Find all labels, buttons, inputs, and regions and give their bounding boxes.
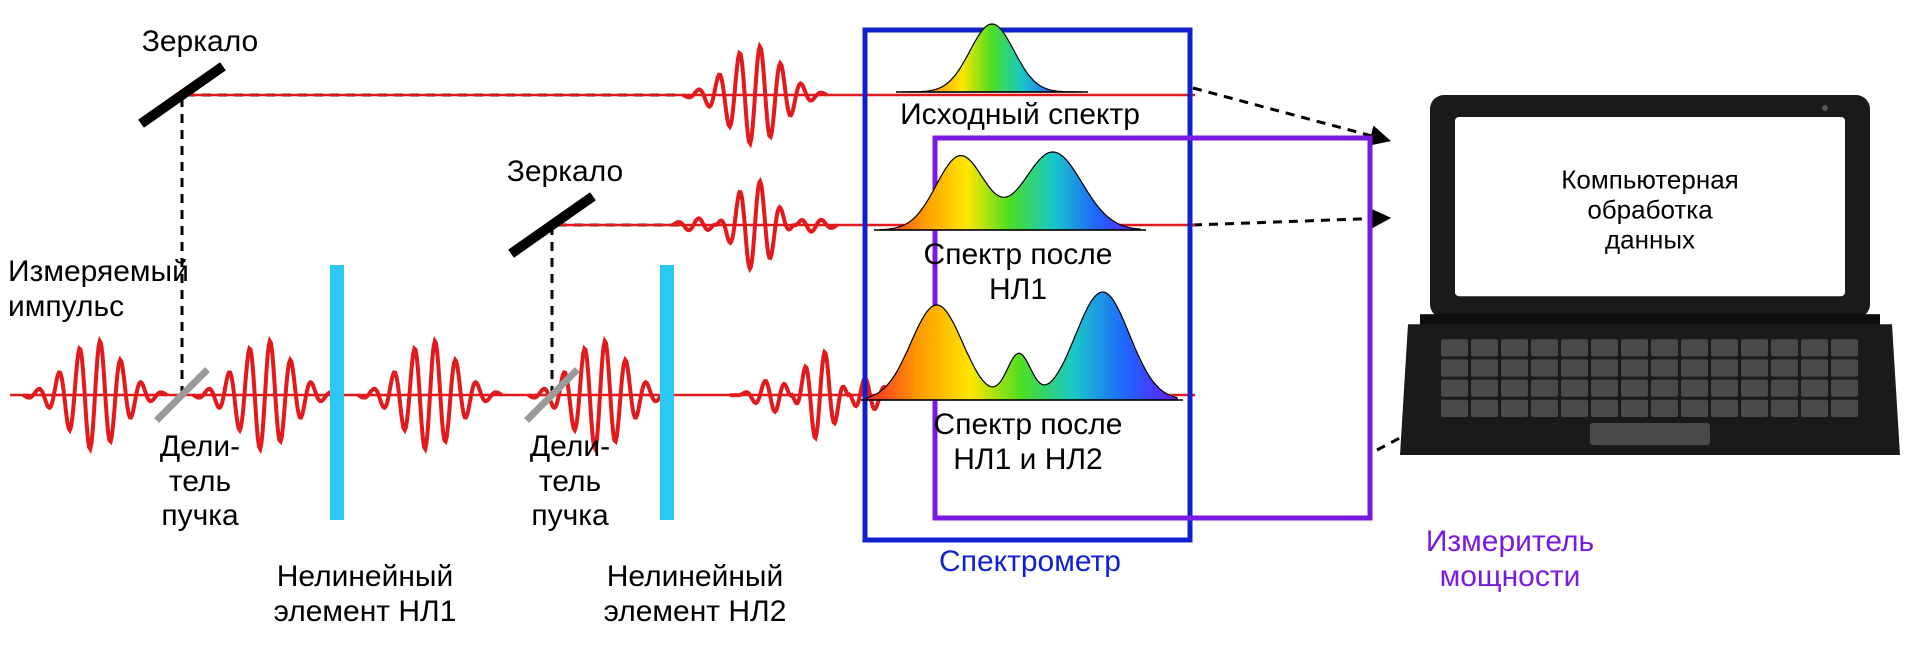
label-spec0: Исходный спектр bbox=[870, 98, 1170, 133]
spectrum-0 bbox=[896, 24, 1088, 92]
laptop: Компьютернаяобработкаданных bbox=[1400, 95, 1900, 455]
label-nl2: Нелинейный элемент НЛ2 bbox=[565, 560, 825, 629]
label-mirror1: Зеркало bbox=[120, 25, 280, 60]
label-powerMeter: Измеритель мощности bbox=[1385, 525, 1635, 594]
label-nl1: Нелинейный элемент НЛ1 bbox=[235, 560, 495, 629]
label-spec1: Спектр после НЛ1 bbox=[883, 238, 1153, 307]
label-splitter2: Дели- тель пучка bbox=[500, 430, 640, 534]
pulse-top bbox=[683, 47, 827, 144]
nonlinear-element-1 bbox=[330, 265, 344, 520]
label-spectrometer: Спектрометр bbox=[890, 545, 1170, 580]
spectrum-2 bbox=[861, 292, 1183, 400]
label-splitter1: Дели- тель пучка bbox=[130, 430, 270, 534]
spectrum-1 bbox=[874, 152, 1146, 230]
nonlinear-element-2 bbox=[660, 265, 674, 520]
label-spec2: Спектр после НЛ1 и НЛ2 bbox=[883, 408, 1173, 477]
pulse-original bbox=[358, 341, 502, 449]
label-mirror2: Зеркало bbox=[485, 155, 645, 190]
label-measuredPulse: Измеряемый импульс bbox=[8, 255, 228, 324]
